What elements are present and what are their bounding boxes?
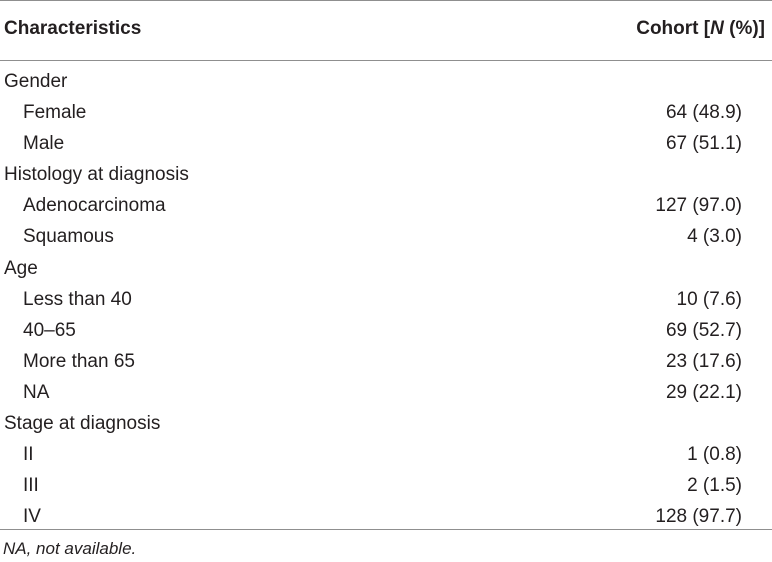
- row-value: 127 (97.0): [655, 195, 742, 217]
- row-label: Female: [23, 102, 87, 124]
- row-value: 1 (0.8): [687, 444, 742, 466]
- table-row: Squamous 4 (3.0): [0, 221, 772, 252]
- table-footnote: NA, not available.: [3, 539, 137, 558]
- row-value: 29 (22.1): [665, 381, 742, 403]
- row-label: More than 65: [23, 350, 135, 372]
- row-value: 69 (52.7): [665, 319, 742, 341]
- row-label: Age: [4, 257, 38, 279]
- row-value: 128 (97.7): [655, 506, 742, 528]
- row-value: 67 (51.1): [665, 133, 742, 155]
- row-label: IV: [23, 506, 41, 528]
- header-cohort-suffix: (%)]: [723, 18, 765, 39]
- table-row: 40–65 69 (52.7): [0, 315, 772, 346]
- row-value: 2 (1.5): [687, 475, 742, 497]
- row-value: 23 (17.6): [665, 350, 742, 372]
- table-row: Male 67 (51.1): [0, 128, 772, 159]
- row-value: 64 (48.9): [665, 102, 742, 124]
- table-row: Gender: [0, 66, 772, 97]
- table-top-rule: [0, 0, 772, 1]
- row-label: Squamous: [23, 226, 114, 248]
- row-label: Less than 40: [23, 288, 132, 310]
- table-row: NA 29 (22.1): [0, 377, 772, 408]
- table-row: Histology at diagnosis: [0, 159, 772, 190]
- table-row: Adenocarcinoma 127 (97.0): [0, 190, 772, 221]
- table-row: II 1 (0.8): [0, 439, 772, 470]
- row-value: 10 (7.6): [676, 288, 742, 310]
- header-cohort-n: N: [710, 18, 724, 39]
- row-label: Male: [23, 133, 65, 155]
- header-characteristics: Characteristics: [4, 18, 142, 39]
- row-value: 4 (3.0): [687, 226, 742, 248]
- table-row: More than 65 23 (17.6): [0, 346, 772, 377]
- table-row: Less than 40 10 (7.6): [0, 284, 772, 315]
- header-cohort: Cohort [N (%)]: [636, 17, 765, 41]
- table-row: Stage at diagnosis: [0, 408, 772, 439]
- row-label: NA: [23, 381, 50, 403]
- table-row: Female 64 (48.9): [0, 97, 772, 128]
- table-bottom-rule: [0, 529, 772, 530]
- table-row: IV 128 (97.7): [0, 501, 772, 532]
- table-header-rule: [0, 60, 772, 61]
- table-row: Age: [0, 253, 772, 284]
- row-label: Gender: [4, 71, 68, 92]
- row-label: Stage at diagnosis: [4, 413, 161, 435]
- row-label: II: [23, 444, 34, 466]
- row-label: Histology at diagnosis: [4, 164, 189, 186]
- row-label: III: [23, 475, 39, 497]
- header-cohort-prefix: Cohort [: [636, 18, 711, 39]
- row-label: Adenocarcinoma: [23, 195, 166, 217]
- table-body: Gender Female 64 (48.9) Male 67 (51.1) His…: [0, 66, 772, 532]
- row-label: 40–65: [23, 319, 76, 341]
- table-row: III 2 (1.5): [0, 470, 772, 501]
- table-header-row: Characteristics Cohort [N (%)]: [0, 0, 772, 60]
